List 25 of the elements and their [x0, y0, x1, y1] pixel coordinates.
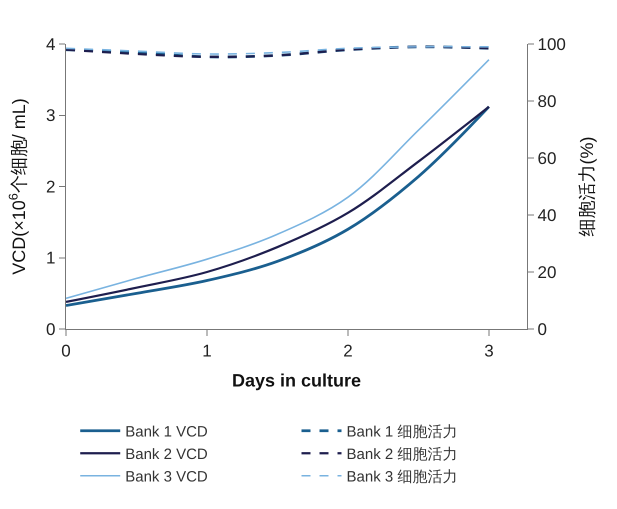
- y2-tick-label: 100: [538, 34, 566, 54]
- legend-label: Bank 2 VCD: [125, 446, 208, 464]
- x-axis-title: Days in culture: [232, 370, 362, 391]
- y-tick-label: 4: [46, 34, 56, 54]
- line-series: [66, 46, 490, 55]
- y2-tick-label: 80: [538, 92, 556, 111]
- y-tick-label: 3: [46, 106, 56, 126]
- line-series: [66, 58, 490, 300]
- y-tick-label: 2: [46, 177, 56, 196]
- y2-tick-label: 60: [538, 148, 556, 168]
- legend-label: Bank 2 细胞活力: [346, 446, 458, 464]
- x-tick-label: 3: [484, 342, 494, 360]
- y2-axis-title: 细胞活力(%): [576, 136, 597, 236]
- x-tick-label: 2: [343, 342, 353, 360]
- y-tick-label: 0: [46, 320, 56, 339]
- x-tick-label: 1: [202, 342, 212, 360]
- y2-tick-label: 40: [538, 206, 556, 225]
- y2-tick-label: 20: [538, 262, 556, 282]
- y2-tick-label: 0: [538, 320, 547, 339]
- legend-label: Bank 3 细胞活力: [346, 468, 458, 486]
- legend-label: Bank 3 VCD: [125, 468, 208, 486]
- legend-label: Bank 1 细胞活力: [346, 424, 458, 441]
- x-tick-label: 0: [61, 342, 71, 360]
- y-tick-label: 1: [46, 248, 56, 268]
- legend-label: Bank 1 VCD: [125, 424, 208, 441]
